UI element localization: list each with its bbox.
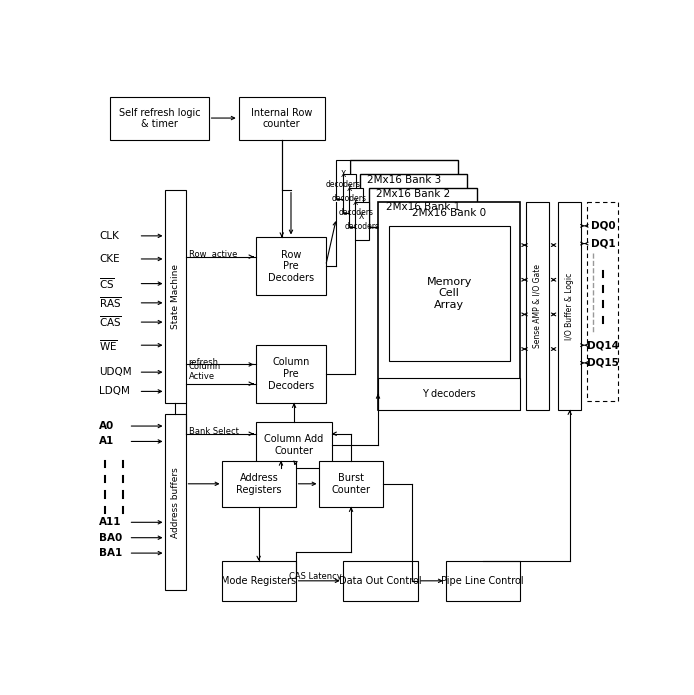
- Text: Bank Select: Bank Select: [189, 427, 239, 436]
- Bar: [256, 238, 325, 295]
- Bar: [526, 202, 549, 410]
- Text: 2Mx16 Bank 3: 2Mx16 Bank 3: [367, 174, 441, 185]
- Text: Column Add
Counter: Column Add Counter: [264, 434, 323, 456]
- Text: Column
Active: Column Active: [189, 362, 221, 382]
- Text: X
decoders: X decoders: [338, 197, 373, 217]
- Text: LDQM: LDQM: [99, 386, 130, 396]
- Text: $\overline{\rm{CS}}$: $\overline{\rm{CS}}$: [99, 276, 115, 291]
- Text: UDQM: UDQM: [99, 367, 132, 377]
- Text: Internal Row
counter: Internal Row counter: [251, 108, 312, 129]
- Text: A1: A1: [99, 436, 115, 446]
- Bar: [223, 461, 296, 507]
- Bar: [337, 161, 350, 199]
- Text: BA1: BA1: [99, 548, 123, 558]
- Text: DQ1: DQ1: [591, 238, 615, 249]
- Text: Column
Pre
Decoders: Column Pre Decoders: [268, 357, 314, 391]
- Text: Sense AMP & I/O Gate: Sense AMP & I/O Gate: [533, 264, 542, 348]
- Text: Data Out Control: Data Out Control: [339, 576, 422, 586]
- Text: Address buffers: Address buffers: [171, 467, 180, 538]
- Text: CLK: CLK: [99, 231, 119, 241]
- Bar: [165, 190, 185, 403]
- Bar: [165, 414, 185, 590]
- Bar: [223, 561, 296, 601]
- Bar: [378, 202, 520, 410]
- Bar: [378, 377, 520, 410]
- Text: 2Mx16 Bank 2: 2Mx16 Bank 2: [376, 188, 450, 199]
- Text: Row
Pre
Decoders: Row Pre Decoders: [268, 250, 314, 283]
- Text: A0: A0: [99, 421, 115, 431]
- Text: A11: A11: [99, 517, 121, 528]
- Text: Mode Registers: Mode Registers: [221, 576, 296, 586]
- Text: Row  active: Row active: [189, 250, 237, 259]
- Text: refresh: refresh: [189, 358, 219, 367]
- Bar: [350, 161, 458, 199]
- Text: X
decoders: X decoders: [326, 170, 361, 189]
- Bar: [239, 97, 325, 140]
- Text: Y decoders: Y decoders: [423, 389, 476, 399]
- Bar: [389, 226, 509, 361]
- Text: X
decoders: X decoders: [332, 183, 367, 203]
- Bar: [446, 561, 520, 601]
- Text: Burst
Counter: Burst Counter: [332, 473, 371, 495]
- Bar: [256, 345, 325, 403]
- Bar: [369, 188, 477, 227]
- Text: Address
Registers: Address Registers: [236, 473, 282, 495]
- Bar: [256, 422, 332, 468]
- Text: Pipe Line Control: Pipe Line Control: [441, 576, 524, 586]
- Text: DQ15: DQ15: [587, 358, 619, 368]
- Bar: [319, 461, 382, 507]
- Text: 2Mx16 Bank 0: 2Mx16 Bank 0: [412, 208, 486, 218]
- Bar: [343, 174, 357, 213]
- Text: $\overline{\rm{RAS}}$: $\overline{\rm{RAS}}$: [99, 295, 122, 310]
- Text: DQ0: DQ0: [591, 221, 615, 231]
- Text: Self refresh logic
& timer: Self refresh logic & timer: [119, 108, 200, 129]
- Bar: [343, 561, 418, 601]
- Text: $\overline{\rm{WE}}$: $\overline{\rm{WE}}$: [99, 338, 118, 352]
- Text: CKE: CKE: [99, 254, 120, 264]
- Bar: [355, 202, 369, 240]
- Text: Memory
Cell
Array: Memory Cell Array: [427, 277, 472, 310]
- Bar: [349, 188, 362, 227]
- Text: I/O Buffer & Logic: I/O Buffer & Logic: [565, 272, 574, 340]
- Bar: [558, 202, 582, 410]
- Text: BA0: BA0: [99, 532, 123, 543]
- Bar: [359, 174, 467, 213]
- Text: 2Mx16 Bank 1: 2Mx16 Bank 1: [386, 202, 460, 213]
- Text: X
decoders: X decoders: [344, 211, 380, 231]
- Text: DQ14: DQ14: [587, 340, 619, 350]
- Text: CAS Latency: CAS Latency: [289, 572, 342, 581]
- Bar: [587, 202, 618, 400]
- Text: $\overline{\rm{CAS}}$: $\overline{\rm{CAS}}$: [99, 315, 122, 329]
- Bar: [110, 97, 209, 140]
- Text: State Machine: State Machine: [171, 264, 180, 329]
